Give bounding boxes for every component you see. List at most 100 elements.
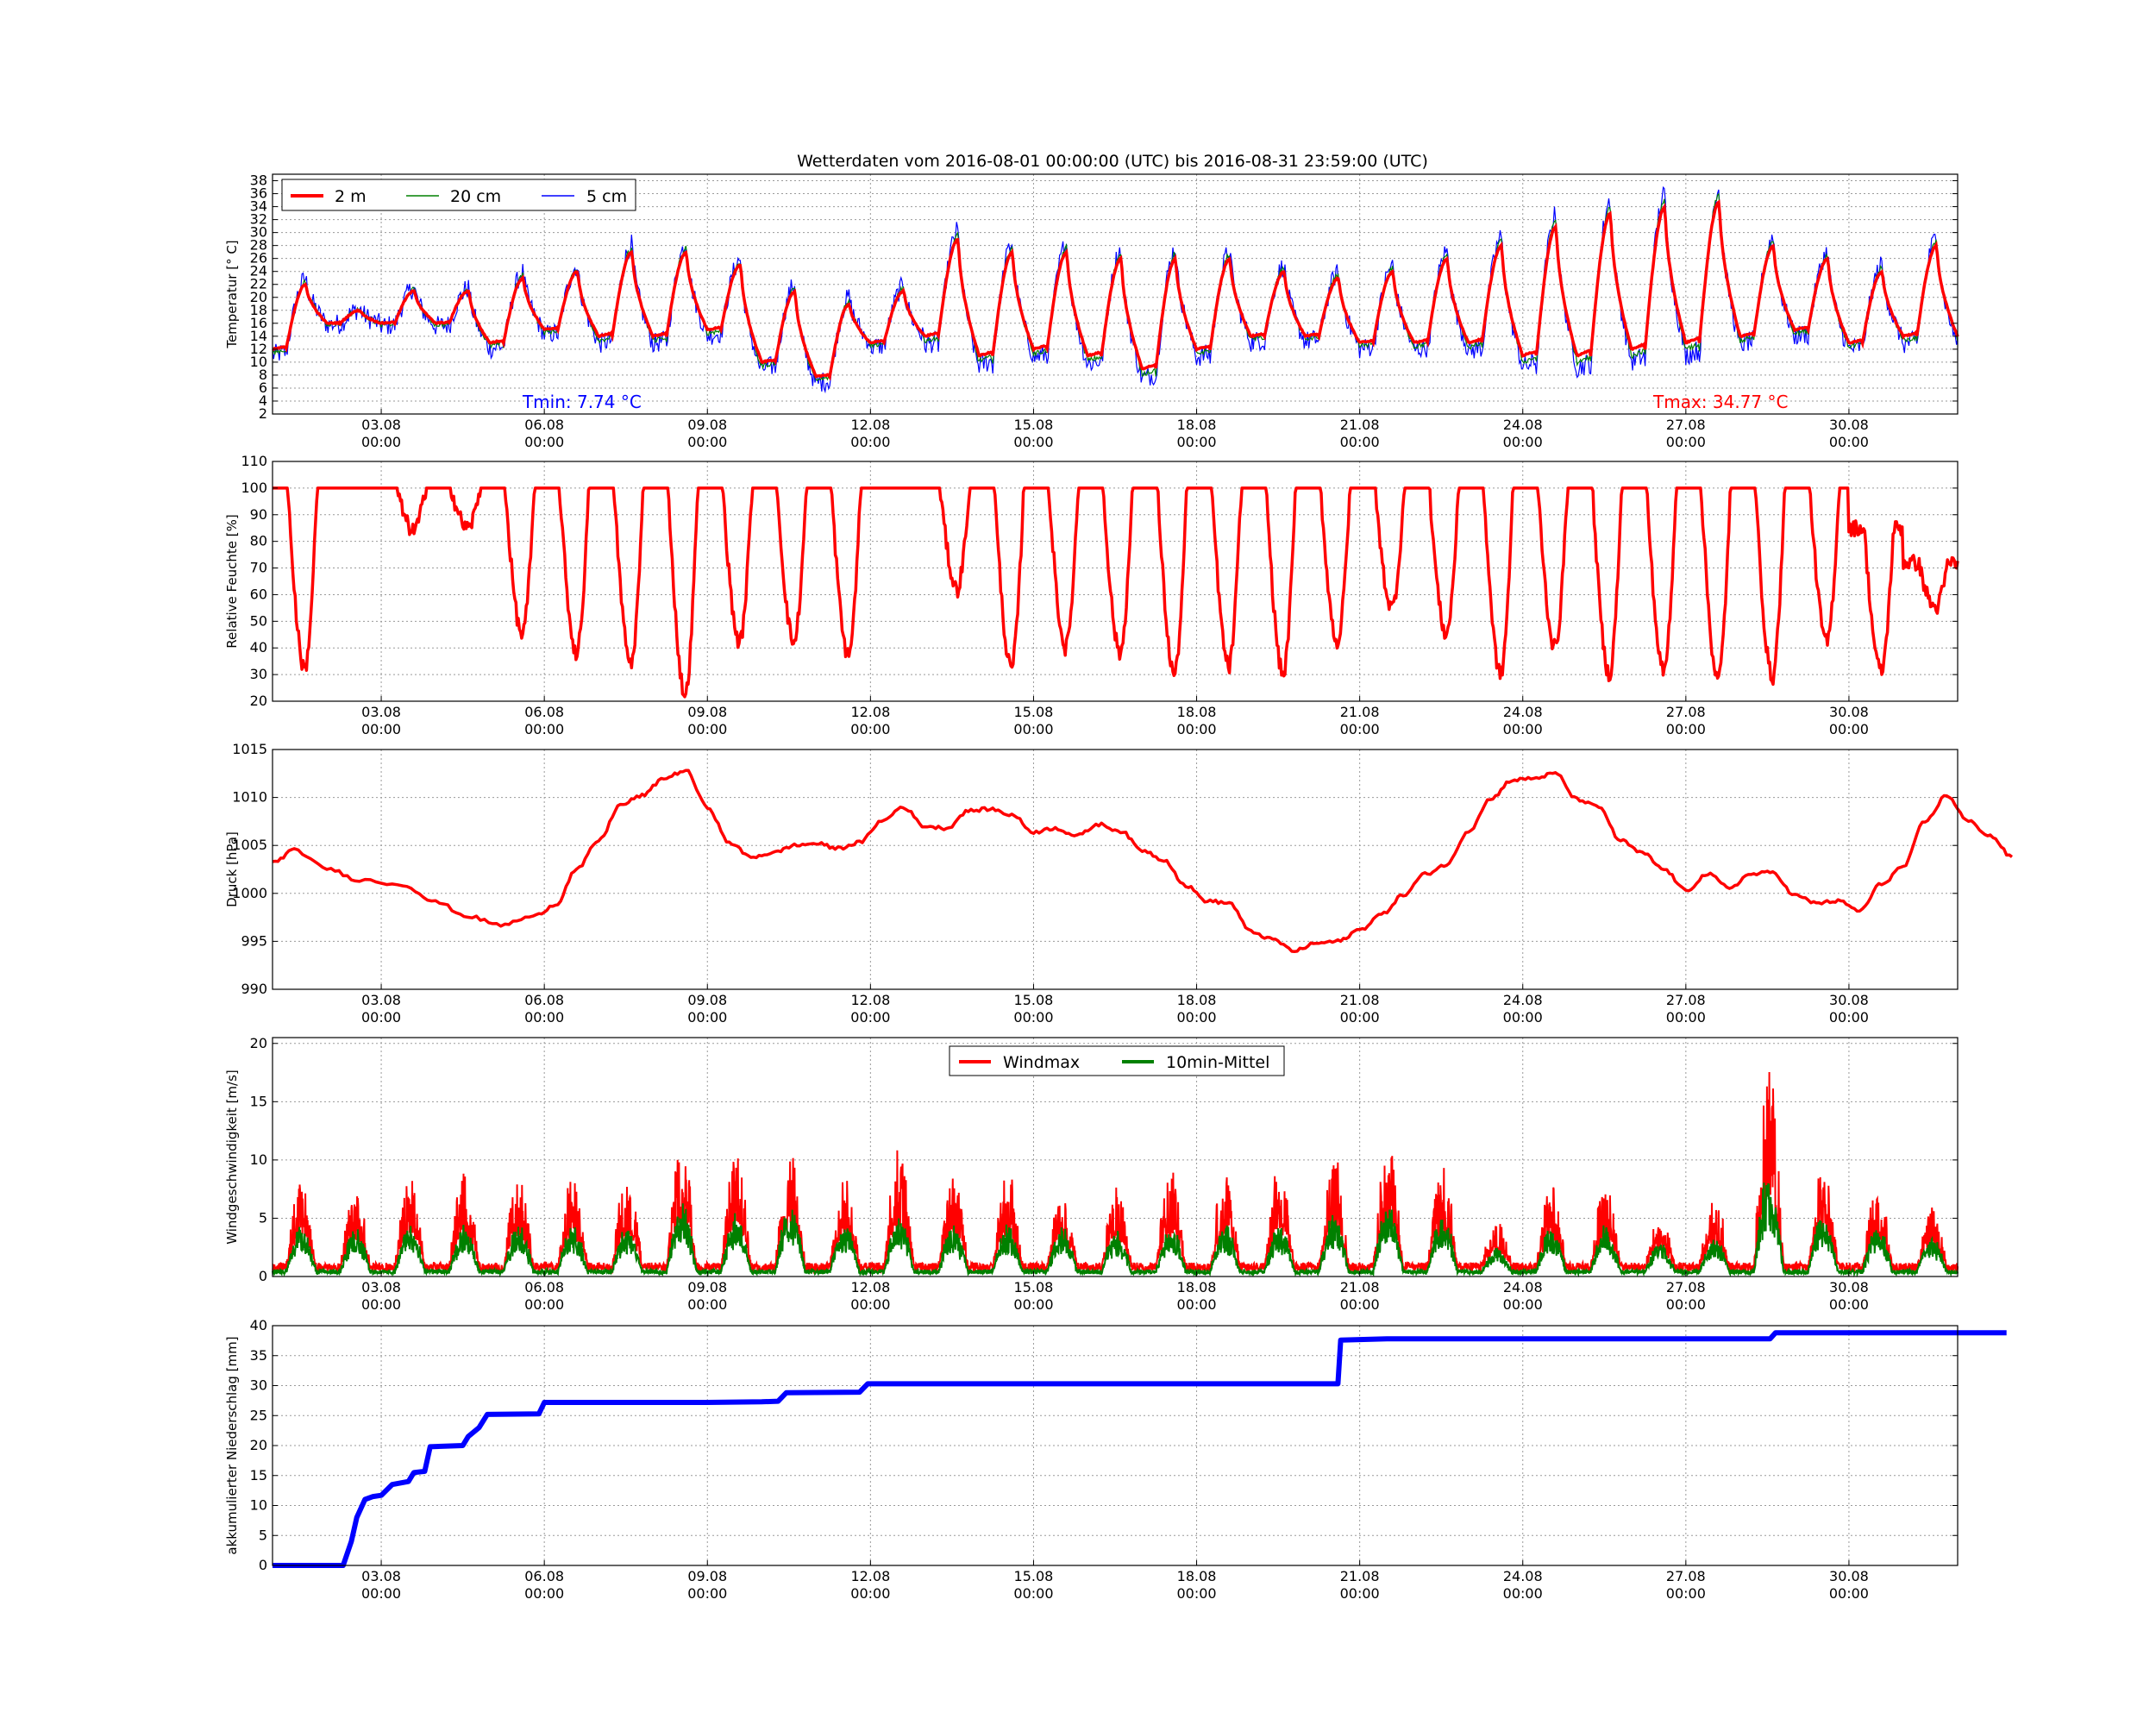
x-tick-time: 00:00 xyxy=(1340,1585,1380,1602)
x-tick-label: 06.08 xyxy=(524,1279,564,1295)
tmax-annotation: Tmax: 34.77 °C xyxy=(1652,392,1788,412)
y-tick-label: 16 xyxy=(250,315,267,331)
y-tick-label: 36 xyxy=(250,185,267,202)
x-tick-label: 18.08 xyxy=(1177,704,1217,720)
x-tick-time: 00:00 xyxy=(1013,1009,1053,1026)
x-tick-label: 15.08 xyxy=(1014,1568,1054,1584)
wind-series xyxy=(272,1071,1959,1278)
x-tick-label: 27.08 xyxy=(1666,704,1706,720)
temperature-series xyxy=(272,185,1959,394)
x-tick-time: 00:00 xyxy=(1666,1296,1706,1313)
y-tick-label: 30 xyxy=(250,224,267,241)
x-tick-time: 00:00 xyxy=(850,434,890,450)
x-tick-time: 00:00 xyxy=(1829,1296,1869,1313)
wind-y-axis-label: Windgeschwindigkeit [m/s] xyxy=(224,1070,240,1245)
y-tick-label: 34 xyxy=(250,198,267,215)
y-tick-label: 26 xyxy=(250,250,267,267)
x-tick-time: 00:00 xyxy=(1013,721,1053,737)
y-tick-label: 30 xyxy=(250,666,267,682)
x-tick-time: 00:00 xyxy=(687,1296,727,1313)
x-tick-label: 03.08 xyxy=(361,704,401,720)
x-tick-label: 18.08 xyxy=(1177,1279,1217,1295)
x-tick-label: 06.08 xyxy=(524,417,564,433)
temperature-x-ticks: 03.0800:0006.0800:0009.0800:0012.0800:00… xyxy=(361,409,1869,450)
precipitation-x-ticks: 03.0800:0006.0800:0009.0800:0012.0800:00… xyxy=(361,1560,1869,1602)
y-tick-label: 10 xyxy=(250,1497,267,1514)
legend-label-10min-mittel: 10min-Mittel xyxy=(1166,1053,1269,1072)
precipitation-series xyxy=(273,1330,2007,1568)
x-tick-time: 00:00 xyxy=(1503,1585,1543,1602)
chart-title: Wetterdaten vom 2016-08-01 00:00:00 (UTC… xyxy=(797,152,1428,171)
y-tick-label: 35 xyxy=(250,1347,267,1364)
x-tick-time: 00:00 xyxy=(1013,1296,1053,1313)
y-tick-label: 40 xyxy=(250,639,267,656)
y-tick-label: 32 xyxy=(250,211,267,228)
legend-label-5cm: 5 cm xyxy=(586,187,627,206)
x-tick-label: 18.08 xyxy=(1177,1568,1217,1584)
temperature-grid xyxy=(273,174,1958,415)
y-tick-label: 22 xyxy=(250,276,267,292)
y-tick-label: 20 xyxy=(250,1437,267,1453)
y-tick-label: 15 xyxy=(250,1093,267,1109)
x-tick-label: 30.08 xyxy=(1829,704,1869,720)
y-tick-label: 10 xyxy=(250,1151,267,1168)
precipitation-line xyxy=(273,1330,2007,1568)
y-tick-label: 0 xyxy=(259,1268,267,1284)
x-tick-time: 00:00 xyxy=(687,721,727,737)
x-tick-time: 00:00 xyxy=(524,1585,564,1602)
x-tick-time: 00:00 xyxy=(1176,1009,1216,1026)
y-tick-label: 14 xyxy=(250,328,267,344)
x-tick-time: 00:00 xyxy=(850,1296,890,1313)
x-tick-label: 15.08 xyxy=(1014,992,1054,1008)
wind-legend: Windmax 10min-Mittel xyxy=(949,1045,1285,1076)
y-tick-label: 30 xyxy=(250,1377,267,1394)
humidity-plot-frame xyxy=(272,461,1959,702)
y-tick-label: 100 xyxy=(241,480,267,496)
y-tick-label: 20 xyxy=(250,693,267,709)
x-tick-time: 00:00 xyxy=(1340,1296,1380,1313)
x-tick-time: 00:00 xyxy=(1176,1296,1216,1313)
y-tick-label: 28 xyxy=(250,237,267,254)
y-tick-label: 38 xyxy=(250,172,267,189)
y-tick-label: 50 xyxy=(250,612,267,629)
x-tick-label: 09.08 xyxy=(687,1568,727,1584)
x-tick-time: 00:00 xyxy=(1013,434,1053,450)
x-tick-label: 24.08 xyxy=(1503,417,1543,433)
x-tick-time: 00:00 xyxy=(687,1009,727,1026)
y-tick-label: 18 xyxy=(250,302,267,318)
pressure-line xyxy=(272,768,2014,953)
x-tick-label: 27.08 xyxy=(1666,417,1706,433)
x-tick-time: 00:00 xyxy=(1340,434,1380,450)
y-tick-label: 990 xyxy=(241,981,267,997)
x-tick-label: 18.08 xyxy=(1177,992,1217,1008)
x-tick-time: 00:00 xyxy=(850,1585,890,1602)
wind-x-ticks: 03.0800:0006.0800:0009.0800:0012.0800:00… xyxy=(361,1271,1869,1313)
x-tick-label: 03.08 xyxy=(361,1279,401,1295)
x-tick-label: 30.08 xyxy=(1829,417,1869,433)
x-tick-time: 00:00 xyxy=(1503,1009,1543,1026)
y-tick-label: 6 xyxy=(259,380,267,396)
x-tick-label: 21.08 xyxy=(1340,1279,1380,1295)
legend-label-20cm: 20 cm xyxy=(450,187,501,206)
x-tick-time: 00:00 xyxy=(361,434,401,450)
x-tick-label: 15.08 xyxy=(1014,704,1054,720)
y-tick-label: 40 xyxy=(250,1317,267,1333)
y-tick-label: 4 xyxy=(259,392,267,409)
x-tick-label: 30.08 xyxy=(1829,992,1869,1008)
x-tick-label: 12.08 xyxy=(850,704,890,720)
x-tick-label: 06.08 xyxy=(524,992,564,1008)
x-tick-label: 24.08 xyxy=(1503,704,1543,720)
x-tick-time: 00:00 xyxy=(1666,434,1706,450)
x-tick-label: 27.08 xyxy=(1666,1279,1706,1295)
y-tick-label: 5 xyxy=(259,1209,267,1226)
wind-plot-frame xyxy=(272,1037,1959,1277)
y-tick-label: 25 xyxy=(250,1407,267,1423)
x-tick-time: 00:00 xyxy=(1829,1585,1869,1602)
x-tick-label: 27.08 xyxy=(1666,1568,1706,1584)
wind-y-ticks: 0 5 10 15 20 xyxy=(250,1035,1958,1284)
x-tick-time: 00:00 xyxy=(1503,721,1543,737)
y-tick-label: 995 xyxy=(241,932,267,949)
x-tick-time: 00:00 xyxy=(1829,721,1869,737)
